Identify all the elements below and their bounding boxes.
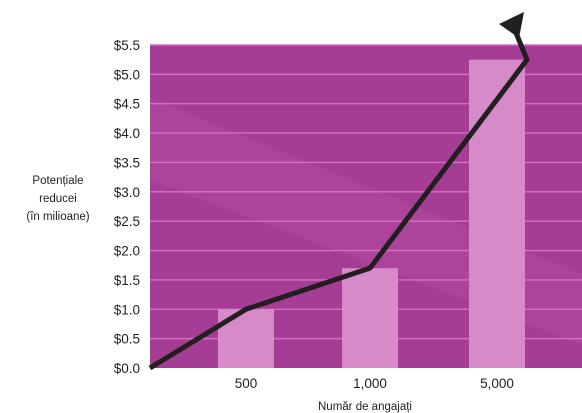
x-tick-label: 1,000 [353, 376, 387, 391]
bar [469, 59, 525, 368]
y-tick-label: $3.0 [114, 185, 140, 200]
trend-line [148, 12, 530, 371]
y-tick-label: $0.5 [114, 332, 140, 347]
x-tick-label: 5,000 [480, 376, 514, 391]
y-tick-labels: $0.0 $0.5 $1.0 $1.5 $2.0 $2.5 $3.0 $3.5 $4.0 $4.5… [114, 38, 140, 376]
y-tick-label: $2.5 [114, 214, 140, 229]
x-axis-label: Număr de angajați [318, 401, 412, 413]
y-axis-label-line-1: Potențiale [32, 175, 83, 187]
y-tick-label: $3.5 [114, 155, 140, 170]
y-tick-label: $1.0 [114, 302, 140, 317]
y-tick-label: $5.5 [114, 38, 140, 53]
y-tick-label: $4.0 [114, 126, 140, 141]
x-tick-labels: 500 1,000 5,000 [235, 376, 514, 391]
bars [218, 59, 525, 368]
bar [218, 309, 274, 368]
y-tick-label: $5.0 [114, 67, 140, 82]
bar [342, 268, 398, 368]
y-tick-label: $2.0 [114, 244, 140, 259]
trend-line-path [148, 27, 530, 371]
y-tick-label: $0.0 [114, 361, 140, 376]
y-axis-label-line-2: reducei [39, 193, 77, 205]
x-tick-label: 500 [235, 376, 258, 391]
y-tick-label: $4.5 [114, 97, 140, 112]
arrow-head-icon [499, 12, 524, 38]
y-axis-label-line-3: (în milioane) [26, 211, 89, 223]
y-tick-label: $1.5 [114, 273, 140, 288]
